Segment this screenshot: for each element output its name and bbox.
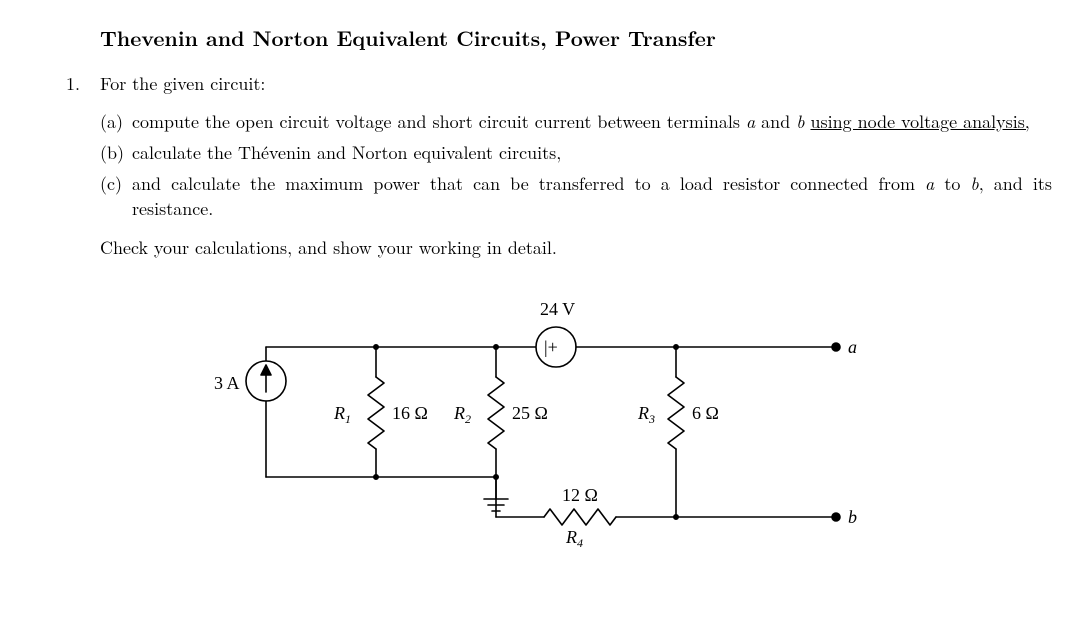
- terminal-b-label: b: [848, 507, 857, 527]
- page-title: Thevenin and Norton Equivalent Circuits,…: [100, 24, 1052, 53]
- var-b: b: [796, 109, 804, 134]
- question-number: 1.: [66, 71, 100, 96]
- r3-value: 6 Ω: [692, 403, 719, 423]
- question-stem: For the given circuit:: [100, 71, 265, 96]
- sub-a-text: compute the open circuit voltage and sho…: [132, 109, 1052, 134]
- sub-b-label: (b): [100, 140, 132, 165]
- terminal-a-label: a: [848, 337, 857, 357]
- var-a2: a: [925, 171, 934, 196]
- sub-c-label: (c): [100, 171, 132, 221]
- r4-value: 12 Ω: [562, 485, 598, 505]
- sub-a-pre: compute the open circuit voltage and sho…: [132, 109, 746, 134]
- current-source-label: 3 A: [214, 373, 240, 393]
- var-a: a: [746, 109, 755, 134]
- sub-c-text: and calculate the maximum power that can…: [132, 171, 1052, 221]
- and-word: and: [755, 109, 796, 134]
- question-1: 1. For the given circuit:: [66, 71, 1052, 96]
- sub-b: (b) calculate the Thévenin and Norton eq…: [100, 140, 1052, 165]
- sub-list: (a) compute the open circuit voltage and…: [100, 109, 1052, 222]
- r3-name: R3: [637, 403, 655, 426]
- var-b2: b: [970, 171, 978, 196]
- r2-value: 25 Ω: [512, 403, 548, 423]
- check-instruction: Check your calculations, and show your w…: [100, 235, 1052, 260]
- sub-c-mid: to: [934, 171, 970, 196]
- r4-name: R4: [565, 527, 583, 547]
- voltage-polarity: |+: [544, 337, 558, 357]
- sub-c-pre: and calculate the maximum power that can…: [132, 171, 925, 196]
- sub-a-label: (a): [100, 109, 132, 134]
- voltage-source-label: 24 V: [540, 299, 575, 319]
- sub-c: (c) and calculate the maximum power that…: [100, 171, 1052, 221]
- r2-name: R2: [453, 403, 471, 426]
- r1-name: R1: [333, 403, 351, 426]
- r1-value: 16 Ω: [392, 403, 428, 423]
- sub-b-text: calculate the Thévenin and Norton equiva…: [132, 140, 1052, 165]
- sub-a: (a) compute the open circuit voltage and…: [100, 109, 1052, 134]
- sub-a-underlined: using node voltage analysis,: [810, 109, 1029, 134]
- circuit-diagram: 3 A R1 16 Ω R2 25 Ω R3 6 Ω 12 Ω R4 24 V …: [40, 277, 1052, 553]
